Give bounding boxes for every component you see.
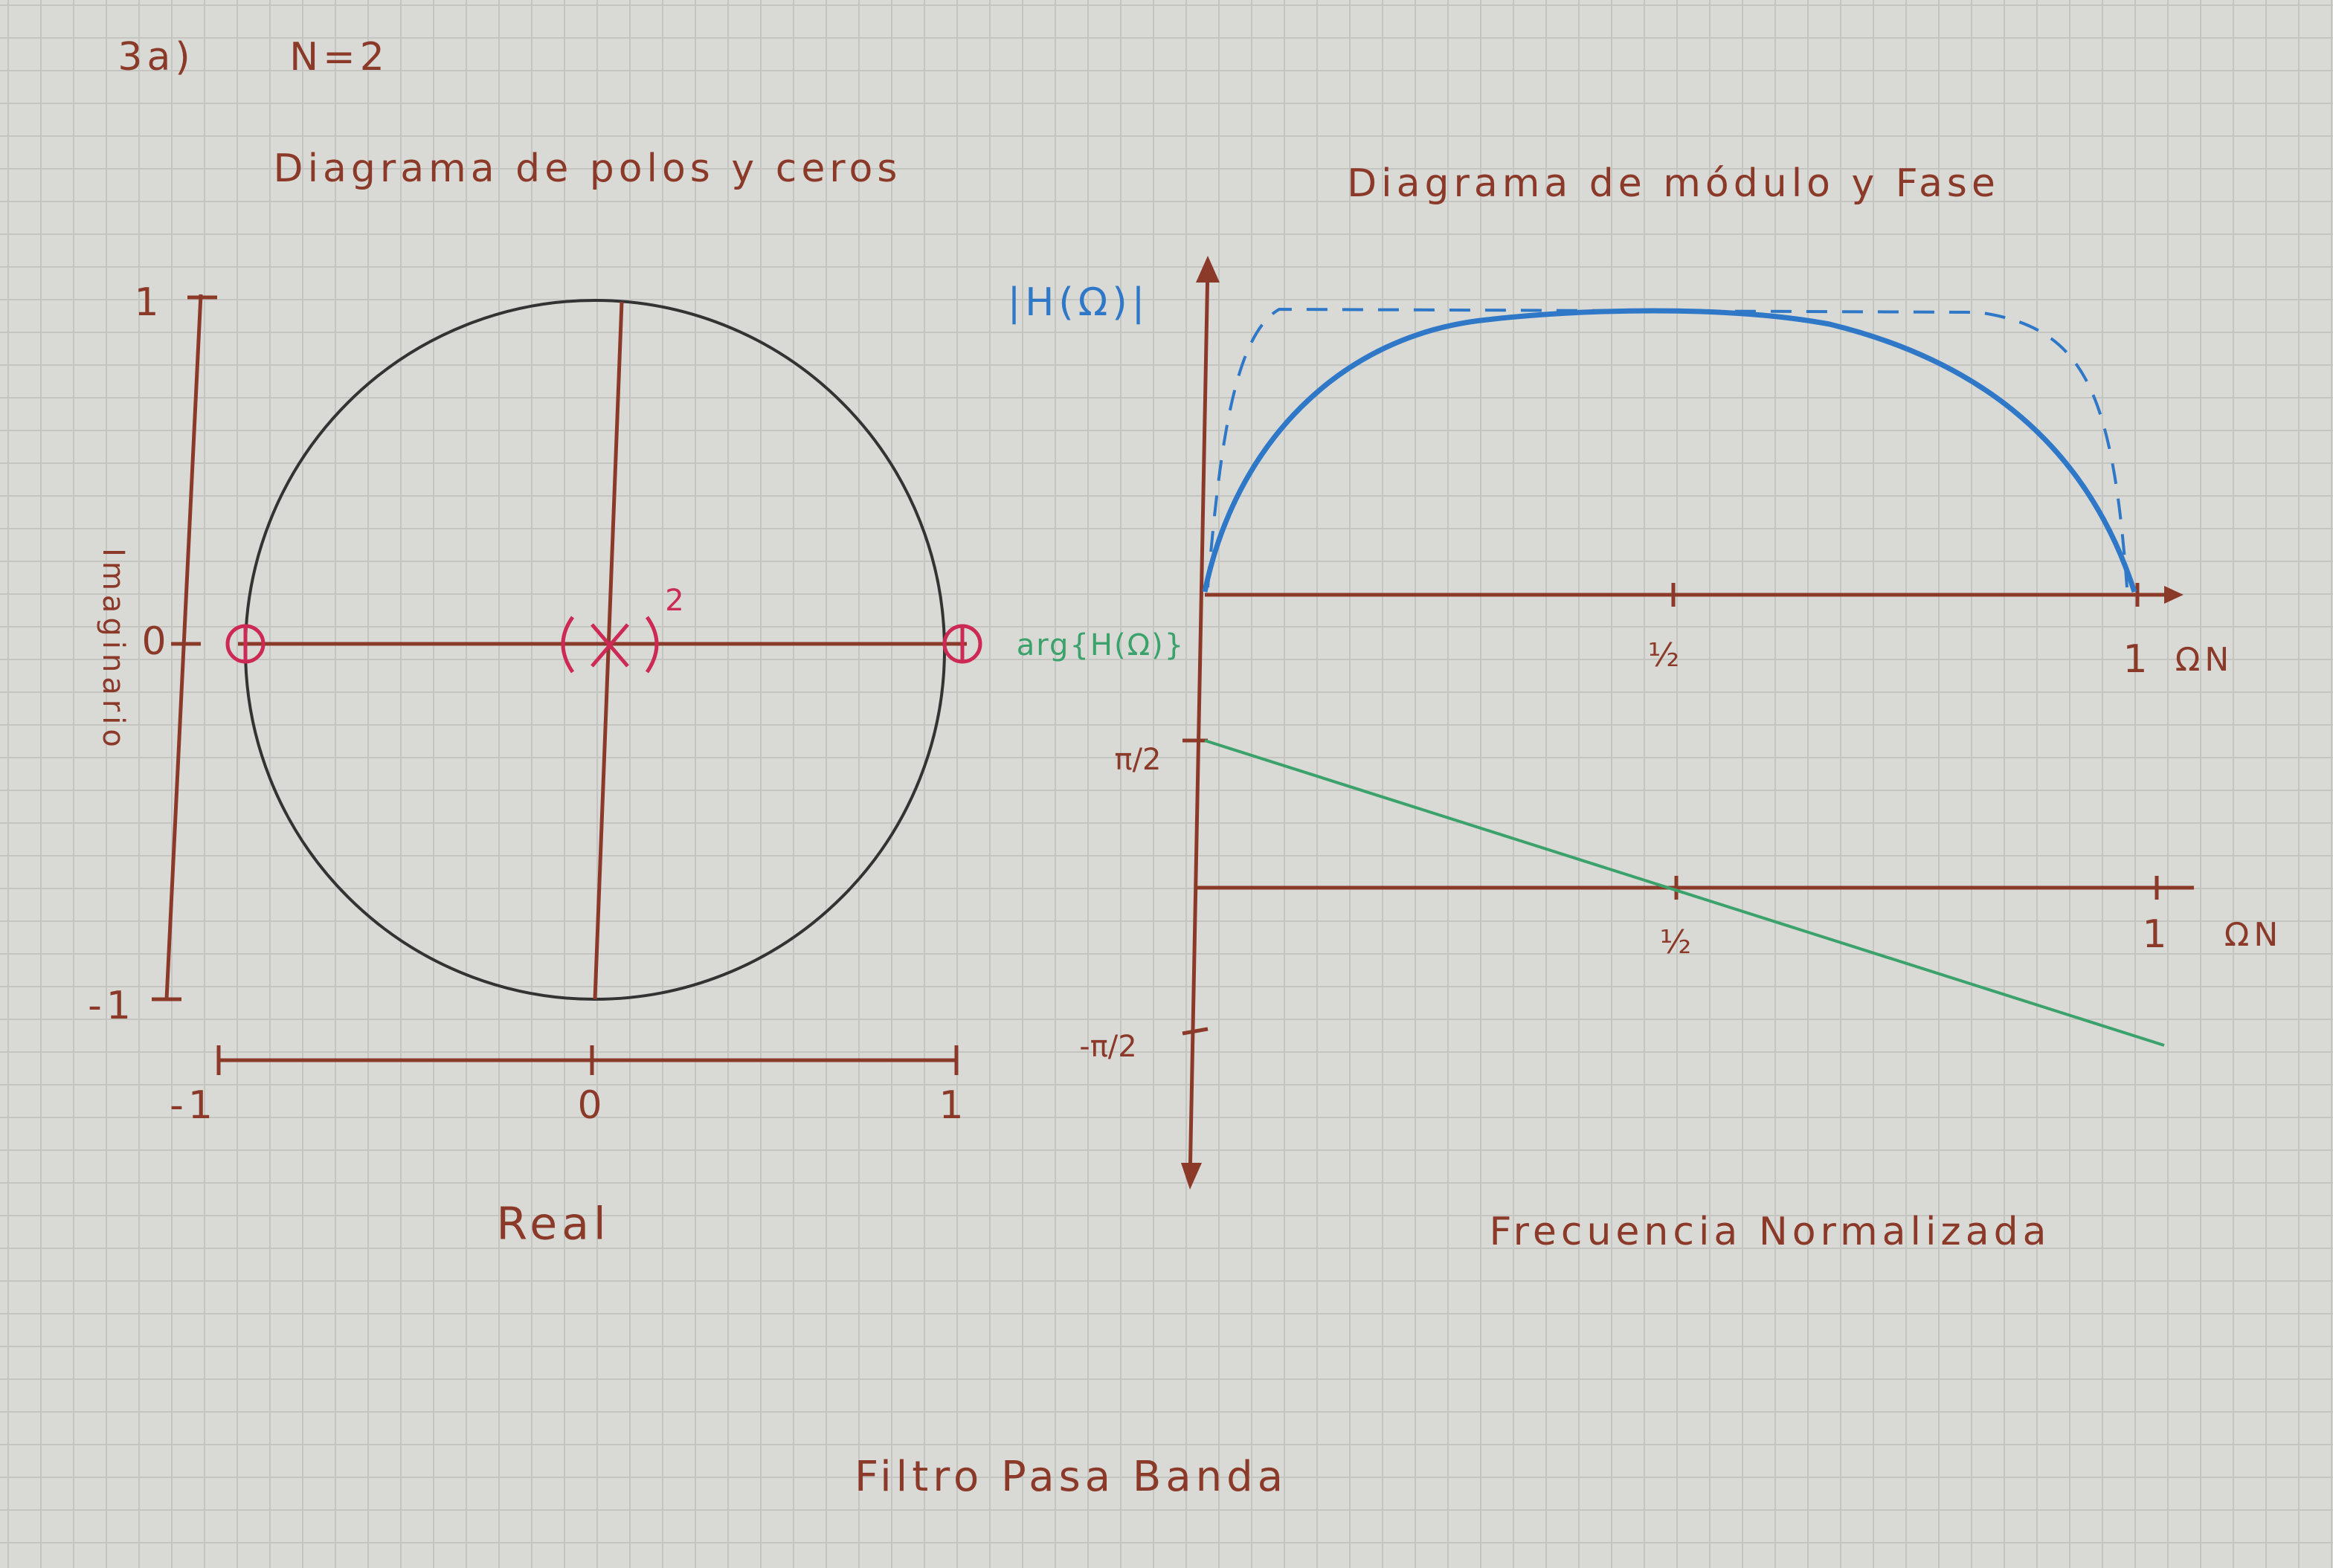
pole-multiplicity: 2	[665, 584, 688, 618]
y-tick-label: 0	[141, 619, 170, 664]
axis-arrow	[2164, 586, 2184, 604]
ideal-magnitude	[1206, 307, 2128, 588]
y-axis	[164, 294, 203, 1000]
x-label: Frecuencia Normalizada	[1490, 1210, 2051, 1254]
exercise-label: 3a)	[118, 35, 194, 80]
x-axis-label: Real	[496, 1198, 610, 1251]
x-tick-label: ½	[1660, 923, 1696, 961]
magnitude-label: |H(Ω)|	[1008, 280, 1149, 325]
x-axis-label: ΩN	[2175, 641, 2234, 679]
x-tick-label: 1	[2123, 637, 2152, 682]
y-tick-label: -π/2	[1079, 1030, 1136, 1064]
y-axis-label: Imaginario	[96, 548, 130, 752]
footer-title: Filtro Pasa Banda	[855, 1453, 1287, 1501]
unit-circle	[244, 299, 946, 1001]
y-tick	[1182, 1027, 1209, 1036]
pole	[561, 616, 659, 674]
phase-label: arg{H(Ω)}	[1017, 628, 1185, 662]
x-tick-label: -1	[170, 1083, 217, 1128]
phase-line	[1204, 739, 2165, 1047]
y-tick-label: π/2	[1114, 743, 1161, 777]
x-tick-label: ½	[1648, 636, 1684, 674]
imag-axis	[593, 301, 624, 1000]
magnitude-curve	[1202, 308, 2137, 593]
y-tick-label: 1	[134, 280, 163, 325]
pz-title: Diagrama de polos y ceros	[274, 146, 902, 191]
mp-title: Diagrama de módulo y Fase	[1347, 161, 2000, 206]
zeros	[225, 616, 982, 674]
y-axis	[1188, 264, 1210, 1183]
x-tick-label: 1	[2142, 912, 2171, 957]
x-axis-label: ΩN	[2224, 916, 2283, 954]
y-tick-label: -1	[88, 984, 135, 1028]
x-tick-label: 0	[577, 1083, 606, 1128]
order-label: N=2	[289, 35, 389, 80]
x-tick-label: 1	[939, 1083, 968, 1128]
